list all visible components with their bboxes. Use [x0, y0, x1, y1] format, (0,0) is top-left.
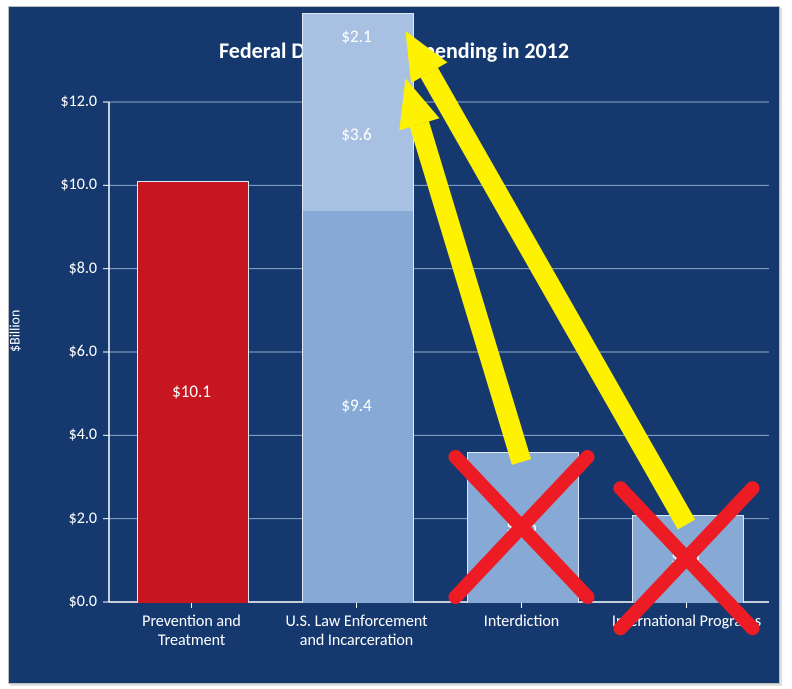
bar-value-label: $9.4	[302, 395, 412, 416]
bar-value-label: $2.1	[632, 547, 742, 568]
bar-value-label: $2.1	[302, 26, 412, 47]
bar-value-label: $10.1	[137, 381, 247, 402]
bar-value-label: $3.6	[467, 516, 577, 537]
page-container: Federal Drug Control Spending in 2012 $B…	[0, 0, 792, 689]
chart-panel: Federal Drug Control Spending in 2012 $B…	[8, 6, 780, 684]
bar-value-label: $3.6	[302, 124, 412, 145]
